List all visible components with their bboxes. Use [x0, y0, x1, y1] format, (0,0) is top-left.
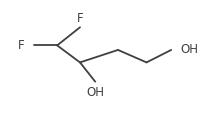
- Text: OH: OH: [181, 43, 198, 56]
- Text: OH: OH: [86, 86, 104, 99]
- Text: F: F: [18, 39, 24, 52]
- Text: F: F: [77, 12, 83, 25]
